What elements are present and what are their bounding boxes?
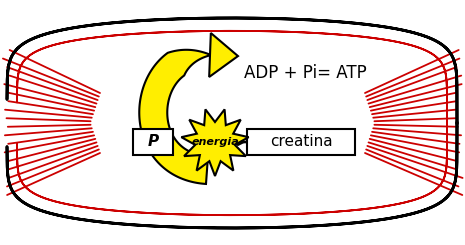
- Text: P: P: [147, 135, 159, 149]
- FancyBboxPatch shape: [133, 129, 173, 155]
- Text: ADP + Pi= ATP: ADP + Pi= ATP: [244, 64, 366, 82]
- Text: creatina: creatina: [270, 135, 332, 149]
- Polygon shape: [140, 50, 210, 184]
- Polygon shape: [209, 33, 238, 77]
- FancyBboxPatch shape: [247, 129, 355, 155]
- Text: energia: energia: [191, 137, 239, 147]
- Polygon shape: [7, 18, 457, 228]
- Polygon shape: [181, 109, 249, 176]
